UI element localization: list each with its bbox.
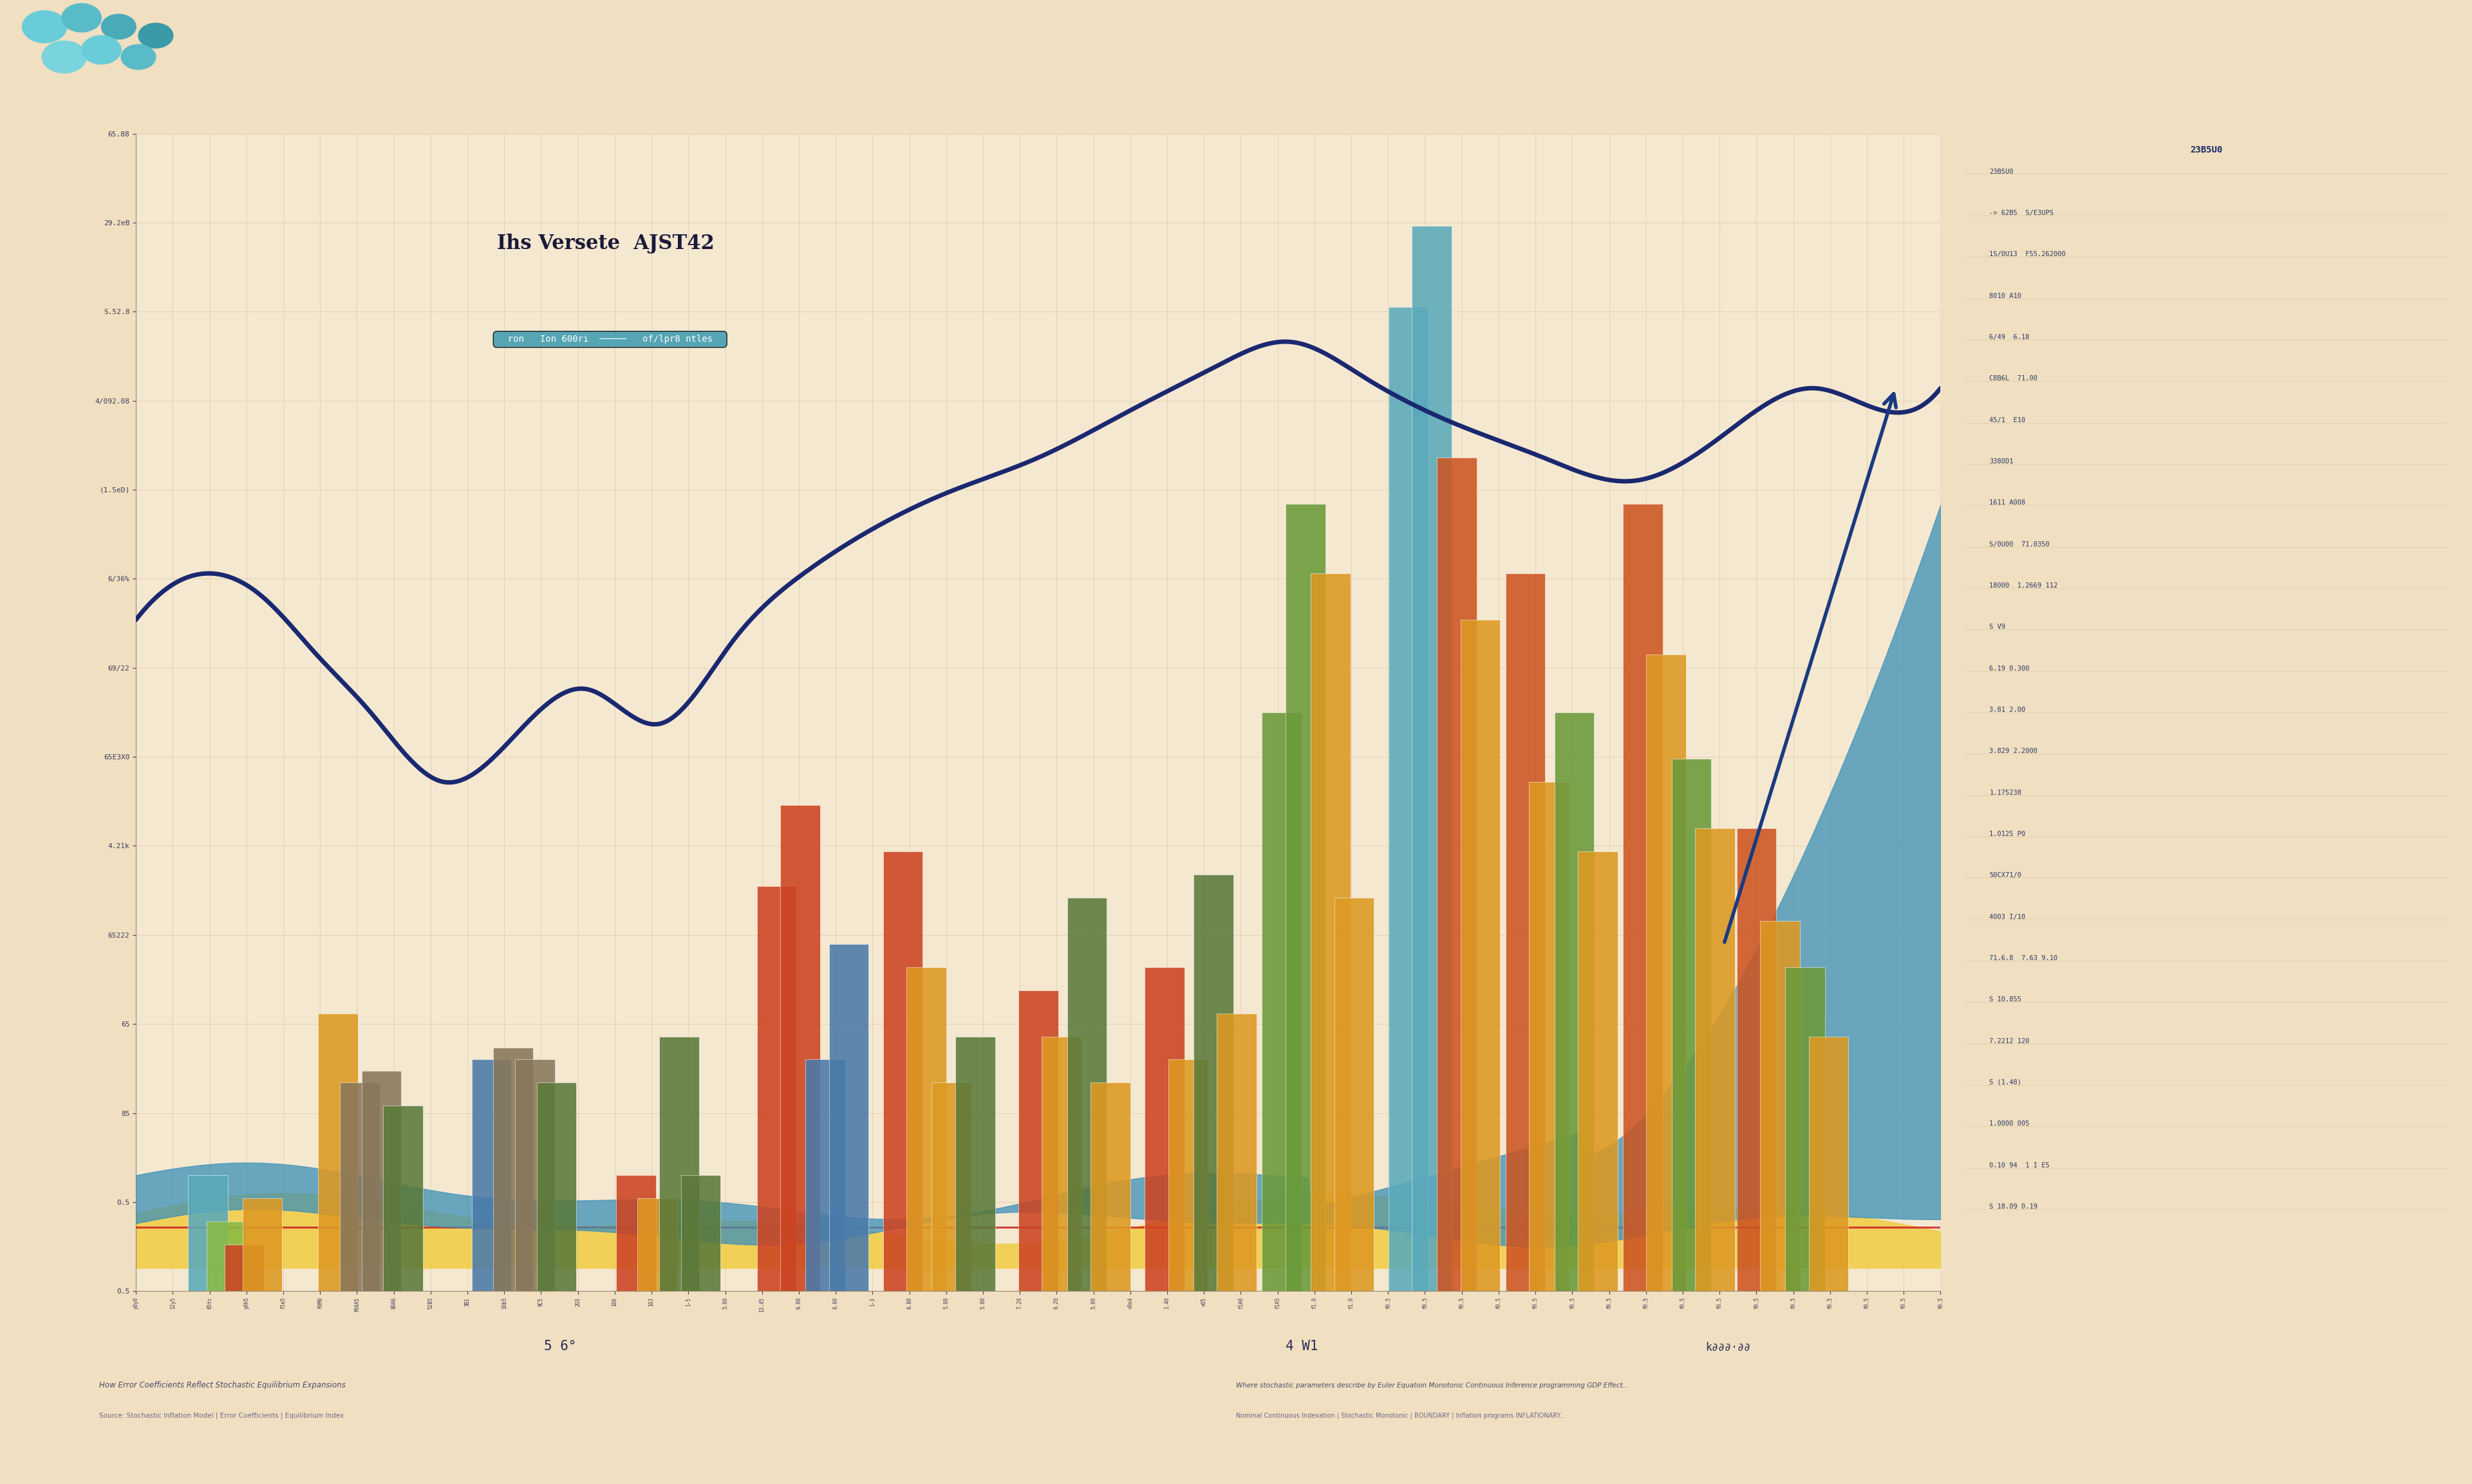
Text: 0.10 94  1 I E5: 0.10 94 1 I E5 <box>1990 1162 2049 1168</box>
Text: 71.6.8  7.63 9.10: 71.6.8 7.63 9.10 <box>1990 956 2057 962</box>
Circle shape <box>42 42 87 73</box>
Text: 4003 I/10: 4003 I/10 <box>1990 914 2025 920</box>
Bar <box>1738 828 1777 1291</box>
Bar <box>1505 573 1545 1291</box>
Bar <box>383 1106 423 1291</box>
Text: 1S/0U13  F55.262000: 1S/0U13 F55.262000 <box>1990 251 2067 258</box>
Circle shape <box>82 36 121 64</box>
Bar <box>472 1060 512 1291</box>
Bar <box>225 1245 265 1291</box>
Bar <box>638 1199 677 1291</box>
Bar <box>1461 620 1501 1291</box>
Bar <box>680 1175 722 1291</box>
Bar <box>1577 852 1617 1291</box>
Bar <box>1760 920 1800 1291</box>
Text: 7.2212 120: 7.2212 120 <box>1990 1037 2030 1045</box>
Text: 23B5U0: 23B5U0 <box>1990 168 2015 175</box>
Bar <box>932 1083 971 1291</box>
Text: S V9: S V9 <box>1990 623 2005 631</box>
Bar <box>188 1175 227 1291</box>
Text: -> 62B5  S/E3UPS: -> 62B5 S/E3UPS <box>1990 209 2054 217</box>
Circle shape <box>121 45 156 70</box>
Text: 23B5U0: 23B5U0 <box>2190 145 2222 154</box>
Bar <box>828 944 868 1291</box>
Bar <box>1810 1036 1849 1291</box>
Bar <box>1169 1060 1209 1291</box>
Text: k∂∂∂·∂∂: k∂∂∂·∂∂ <box>1706 1342 1750 1353</box>
Text: 18000  1.2669 112: 18000 1.2669 112 <box>1990 582 2057 589</box>
Text: ron   Ion 600ri  ─────   of/lpr8 ntles: ron Ion 600ri ───── of/lpr8 ntles <box>497 335 724 344</box>
Text: S 18.09 0.19: S 18.09 0.19 <box>1990 1204 2037 1209</box>
Text: C8B6L  71.00: C8B6L 71.00 <box>1990 375 2037 381</box>
Bar <box>616 1175 655 1291</box>
Bar <box>536 1083 576 1291</box>
Text: Nominal Continuous Indexation | Stochastic Monotonic | BOUNDARY | Inflation prog: Nominal Continuous Indexation | Stochast… <box>1236 1413 1565 1419</box>
Text: S/0U00  71.0350: S/0U00 71.0350 <box>1990 542 2049 548</box>
Bar <box>1530 782 1570 1291</box>
Bar <box>1696 828 1735 1291</box>
Text: 8010 A10: 8010 A10 <box>1990 292 2022 298</box>
Text: 1611 A008: 1611 A008 <box>1990 500 2025 506</box>
Text: S (1.48): S (1.48) <box>1990 1079 2022 1086</box>
Bar <box>1555 712 1594 1291</box>
Bar <box>907 968 947 1291</box>
Text: 3.829 2.2000: 3.829 2.2000 <box>1990 748 2037 754</box>
Bar <box>319 1014 358 1291</box>
Text: S 10.855: S 10.855 <box>1990 996 2022 1003</box>
Bar <box>1194 874 1234 1291</box>
Circle shape <box>62 3 101 33</box>
Bar <box>1671 758 1711 1291</box>
Text: 50CX71/0: 50CX71/0 <box>1990 873 2022 879</box>
Bar <box>756 886 796 1291</box>
Circle shape <box>138 24 173 47</box>
Text: Where stochastic parameters describe by Euler Equation Monotonic Continuous Infe: Where stochastic parameters describe by … <box>1236 1383 1629 1389</box>
Bar <box>1646 654 1686 1291</box>
Bar <box>1436 457 1476 1291</box>
Bar <box>1145 968 1184 1291</box>
Bar <box>339 1083 381 1291</box>
Bar <box>1335 898 1374 1291</box>
Bar <box>806 1060 845 1291</box>
Bar <box>1389 307 1429 1291</box>
Text: Source: Stochastic Inflation Model | Error Coefficients | Equilibrium Index: Source: Stochastic Inflation Model | Err… <box>99 1413 344 1419</box>
Bar <box>1310 573 1350 1291</box>
Text: 6.19 0.300: 6.19 0.300 <box>1990 665 2030 672</box>
Text: 1.0000 005: 1.0000 005 <box>1990 1120 2030 1126</box>
Bar <box>781 804 821 1291</box>
Bar <box>1785 968 1824 1291</box>
Bar <box>494 1048 534 1291</box>
Bar <box>883 852 922 1291</box>
Bar <box>205 1221 247 1291</box>
Circle shape <box>22 10 67 43</box>
Bar <box>361 1071 400 1291</box>
Bar <box>1090 1083 1130 1291</box>
Bar <box>1285 505 1325 1291</box>
Circle shape <box>101 15 136 39</box>
Text: How Error Coefficients Reflect Stochastic Equilibrium Expansions: How Error Coefficients Reflect Stochasti… <box>99 1382 346 1389</box>
Bar <box>660 1036 700 1291</box>
Bar <box>1018 990 1058 1291</box>
Bar <box>1041 1036 1083 1291</box>
Text: 45/1  E10: 45/1 E10 <box>1990 417 2025 423</box>
Text: 4 W1: 4 W1 <box>1285 1340 1318 1353</box>
Text: 3380D1: 3380D1 <box>1990 459 2015 464</box>
Bar <box>1412 226 1451 1291</box>
Text: 6/49  6.18: 6/49 6.18 <box>1990 334 2030 340</box>
Text: 1.0125 P0: 1.0125 P0 <box>1990 831 2025 837</box>
Bar <box>1624 505 1664 1291</box>
Bar <box>1216 1014 1256 1291</box>
Text: Ihs Versete  AJST42: Ihs Versete AJST42 <box>497 234 714 254</box>
Bar <box>954 1036 994 1291</box>
Text: 1.175238: 1.175238 <box>1990 789 2022 795</box>
Bar <box>1263 712 1303 1291</box>
Text: 3.81 2.00: 3.81 2.00 <box>1990 706 2025 712</box>
Text: 5 6°: 5 6° <box>544 1340 576 1353</box>
Bar <box>1068 898 1107 1291</box>
Bar <box>514 1060 554 1291</box>
Bar <box>242 1199 282 1291</box>
